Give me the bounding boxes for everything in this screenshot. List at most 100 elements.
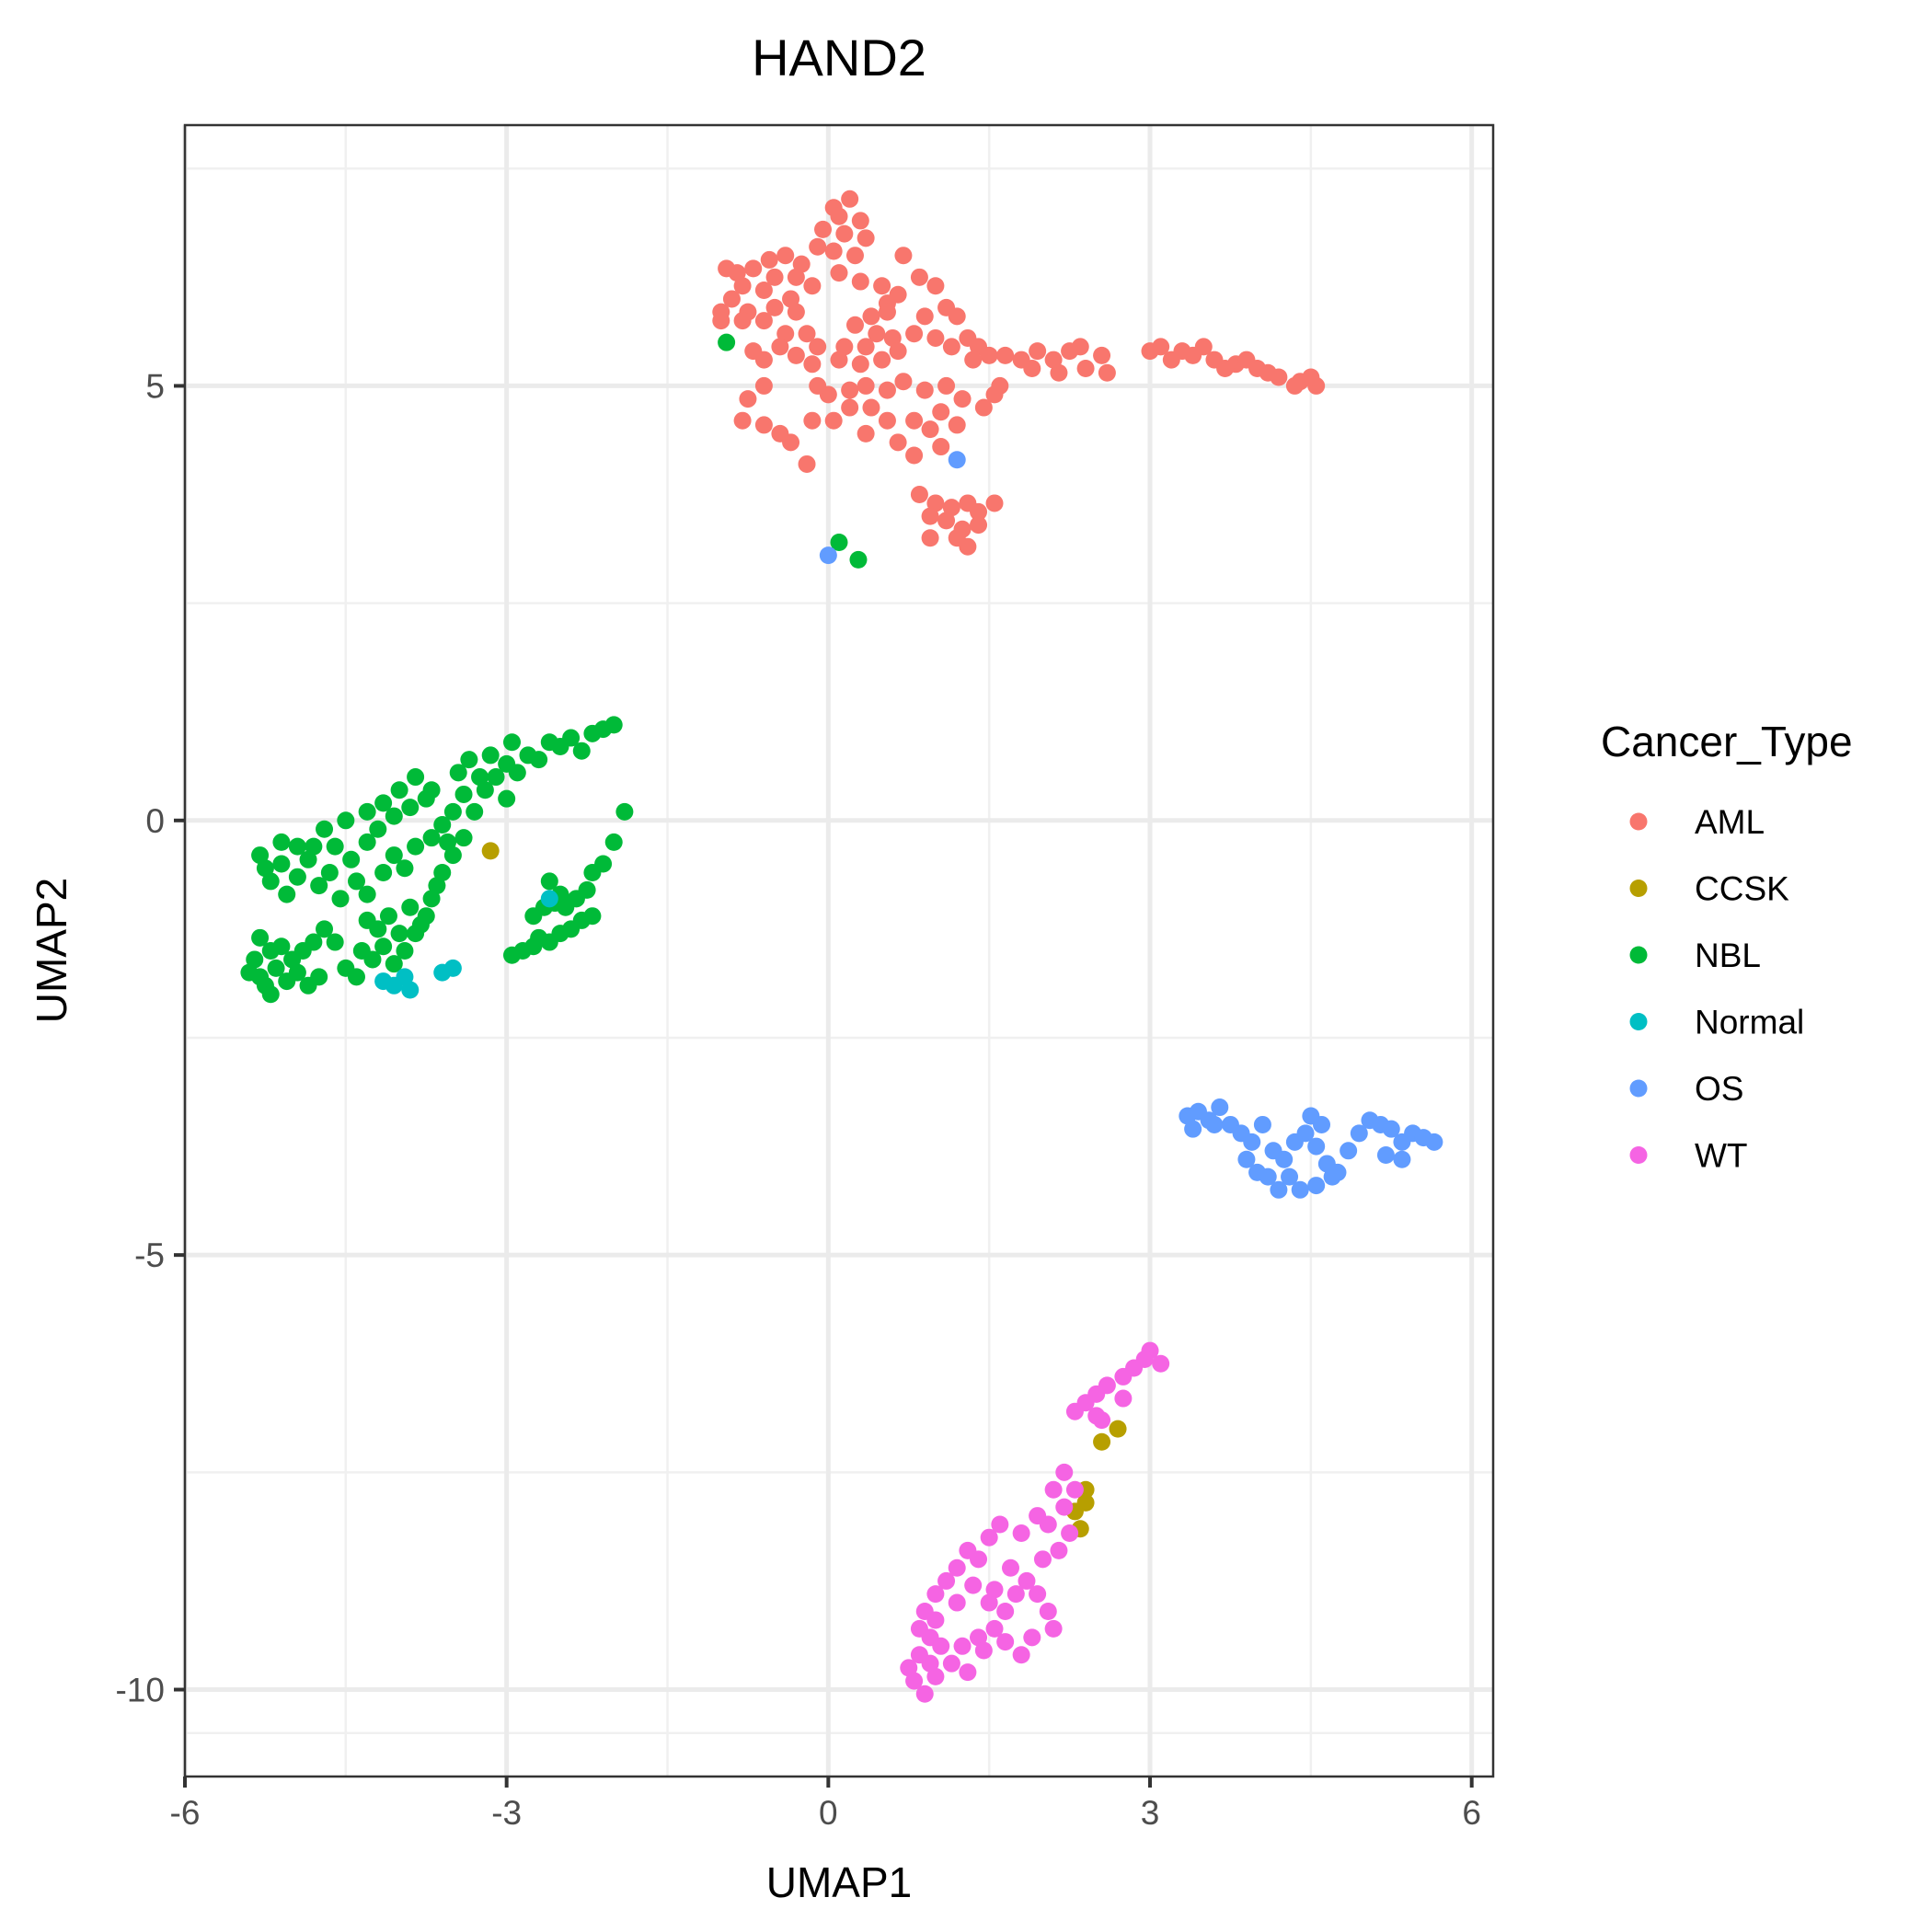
data-point-aml xyxy=(905,411,924,430)
legend-key-os xyxy=(1629,1079,1648,1098)
data-point-aml xyxy=(814,220,833,238)
data-point-aml xyxy=(722,290,741,308)
data-point-aml xyxy=(733,411,752,430)
legend-label-ccsk: CCSK xyxy=(1695,870,1789,908)
data-point-aml xyxy=(733,312,752,330)
data-point-aml xyxy=(851,212,869,230)
data-point-wt xyxy=(991,1515,1009,1534)
data-point-wt xyxy=(964,1576,983,1594)
data-point-aml xyxy=(803,355,822,374)
data-point-aml xyxy=(857,338,875,356)
data-point-aml xyxy=(1216,360,1235,378)
data-point-os xyxy=(1253,1115,1271,1133)
data-point-os xyxy=(1382,1120,1400,1138)
data-point-nbl xyxy=(347,872,365,891)
data-point-wt xyxy=(1152,1354,1170,1373)
data-point-wt xyxy=(1055,1463,1074,1481)
data-point-nbl xyxy=(316,920,334,938)
data-point-wt xyxy=(985,1619,1004,1638)
data-point-nbl xyxy=(503,733,521,752)
data-point-aml xyxy=(862,307,880,326)
data-point-aml xyxy=(718,259,736,278)
data-point-aml xyxy=(803,411,822,430)
legend-label-os: OS xyxy=(1695,1070,1743,1108)
data-point-nbl xyxy=(310,877,328,895)
data-point-nbl xyxy=(401,898,420,916)
data-point-aml xyxy=(845,316,864,334)
data-point-nbl xyxy=(433,816,452,834)
legend-key-normal xyxy=(1629,1013,1648,1030)
data-point-aml xyxy=(824,411,843,430)
legend-key-nbl xyxy=(1629,946,1648,964)
data-point-wt xyxy=(1012,1524,1030,1542)
data-point-nbl xyxy=(498,789,516,808)
data-point-aml xyxy=(996,346,1015,364)
data-point-aml xyxy=(835,338,854,356)
data-point-aml xyxy=(845,247,864,265)
data-point-wt xyxy=(1087,1407,1106,1425)
data-point-aml xyxy=(754,416,773,434)
data-point-aml xyxy=(803,277,822,295)
data-point-nbl xyxy=(272,833,291,851)
data-point-wt xyxy=(1023,1628,1041,1647)
data-point-aml xyxy=(878,381,896,399)
data-point-wt xyxy=(1065,1402,1084,1420)
data-point-aml xyxy=(787,346,805,364)
data-point-aml xyxy=(1050,363,1068,382)
series-os xyxy=(819,451,1443,1199)
data-point-aml xyxy=(921,529,939,547)
data-point-nbl xyxy=(272,855,291,873)
data-point-nbl xyxy=(578,880,596,899)
data-point-nbl xyxy=(272,937,291,956)
legend-title: Cancer_Type xyxy=(1601,718,1853,765)
data-point-aml xyxy=(754,376,773,395)
data-point-wt xyxy=(959,1663,977,1682)
data-point-aml xyxy=(1023,360,1041,378)
data-point-wt xyxy=(1006,1585,1025,1604)
data-point-wt xyxy=(915,1685,934,1703)
data-point-nbl xyxy=(422,829,441,847)
data-point-nbl xyxy=(530,751,548,769)
data-point-nbl xyxy=(487,768,505,787)
data-point-nbl xyxy=(358,833,376,851)
data-point-wt xyxy=(1029,1507,1047,1525)
data-point-aml xyxy=(824,242,843,260)
legend-label-normal: Normal xyxy=(1695,1004,1804,1041)
data-point-normal xyxy=(443,959,462,977)
data-point-aml xyxy=(841,398,859,417)
data-point-nbl xyxy=(358,885,376,903)
data-point-os xyxy=(1237,1150,1256,1168)
data-point-aml xyxy=(809,338,827,356)
data-point-aml xyxy=(894,373,913,391)
data-point-aml xyxy=(921,420,939,439)
data-point-aml xyxy=(873,351,891,369)
data-point-nbl xyxy=(347,968,365,986)
data-point-nbl xyxy=(460,751,478,769)
x-axis-label: UMAP1 xyxy=(766,1858,912,1906)
data-point-nbl xyxy=(251,928,270,947)
data-point-aml xyxy=(765,268,784,286)
data-point-aml xyxy=(851,272,869,291)
data-point-aml xyxy=(964,351,983,369)
data-point-aml xyxy=(841,381,859,399)
data-point-nbl xyxy=(385,955,403,973)
data-point-wt xyxy=(1050,1541,1068,1559)
data-point-wt xyxy=(1114,1367,1133,1386)
data-point-wt xyxy=(948,1558,966,1577)
legend-items: AML CCSK NBL Normal OS WT xyxy=(1629,803,1804,1175)
data-point-wt xyxy=(1033,1550,1052,1569)
data-point-aml xyxy=(921,507,939,525)
data-point-nbl xyxy=(396,859,414,878)
data-point-aml xyxy=(830,264,848,282)
data-point-wt xyxy=(1044,1480,1063,1499)
data-point-nbl xyxy=(583,907,602,926)
data-point-aml xyxy=(809,376,827,395)
data-point-aml xyxy=(985,385,1004,404)
data-point-nbl xyxy=(562,729,581,747)
data-point-os xyxy=(1307,1177,1326,1195)
data-point-wt xyxy=(1039,1603,1057,1620)
data-point-wt xyxy=(1065,1480,1084,1499)
data-point-nbl xyxy=(849,550,868,569)
data-point-aml xyxy=(862,398,880,417)
